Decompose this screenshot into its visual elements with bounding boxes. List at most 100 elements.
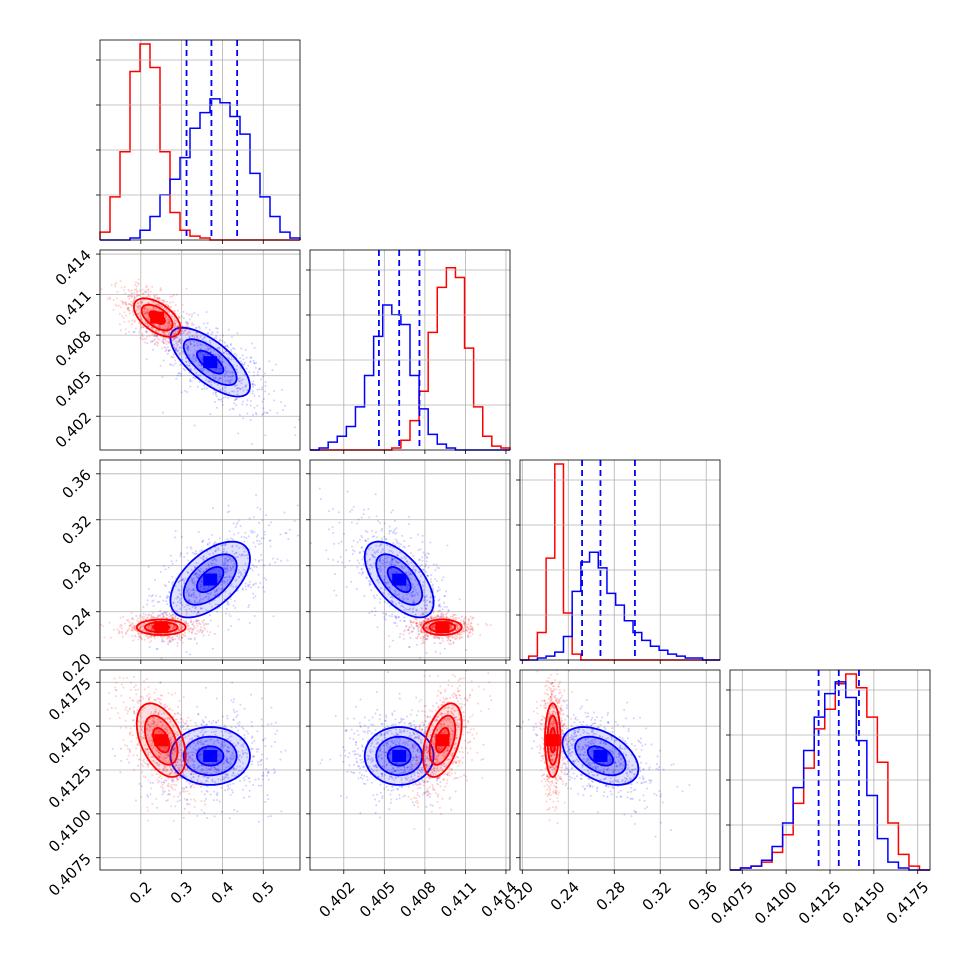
scatter-point [377,549,380,552]
scatter-point [182,724,185,727]
scatter-point [167,595,170,598]
scatter-point [441,616,444,619]
scatter-point [410,577,413,580]
scatter-point [216,353,219,356]
scatter-point [374,552,377,555]
panel-background [100,460,300,660]
scatter-point [433,635,436,638]
scatter-point [241,753,244,756]
scatter-point [143,291,146,294]
scatter-point [431,626,434,629]
scatter-point [227,380,230,383]
scatter-point [375,531,378,534]
scatter-point [391,613,394,616]
scatter-point [218,537,221,540]
scatter-point [456,636,459,639]
scatter-point [86,278,88,280]
scatter-point [235,354,238,357]
scatter-point [396,554,399,557]
scatter-point [427,627,430,630]
scatter-point [410,620,413,623]
scatter-point [139,626,142,629]
scatter-point [264,737,267,740]
scatter-point [224,564,227,567]
scatter-point [166,310,169,313]
scatter-point [430,580,433,583]
scatter-point [410,630,413,633]
scatter-point [243,363,246,366]
scatter-point [173,320,176,323]
scatter-point [439,615,442,618]
scatter-point [381,537,384,540]
scatter-point [448,635,451,638]
scatter-point [131,617,134,620]
scatter-point [168,629,171,632]
scatter-point [409,636,412,639]
scatter-point [226,582,229,585]
scatter-point [434,578,437,581]
scatter-point [233,399,236,402]
scatter-point [222,725,225,728]
scatter-point [210,561,213,564]
scatter-point [265,578,268,581]
scatter-point [415,622,418,625]
scatter-point [116,290,119,293]
scatter-point [172,364,175,367]
scatter-point [159,326,162,329]
scatter-point [471,627,474,630]
scatter-point [371,610,374,613]
scatter-point [412,594,415,597]
scatter-point [212,376,215,379]
scatter-point [188,336,191,339]
scatter-point [439,610,442,613]
scatter-point [250,586,253,589]
scatter-point [138,634,141,637]
scatter-point [280,559,283,562]
scatter-point [231,538,234,541]
scatter-point [181,790,184,793]
scatter-point [215,559,218,562]
scatter-point [126,308,129,311]
scatter-point [202,555,205,558]
scatter-point [425,625,428,628]
scatter-point [458,617,461,620]
scatter-point [214,391,217,394]
scatter-point [198,753,201,756]
scatter-point [237,571,240,574]
scatter-point [376,551,379,554]
scatter-point [451,636,454,639]
scatter-point [163,300,166,303]
scatter-point [138,312,141,315]
scatter-point [396,593,399,596]
scatter-point [214,377,217,380]
scatter-point [213,766,216,769]
scatter-point [268,563,271,566]
scatter-point [264,800,267,803]
scatter-point [224,568,227,571]
scatter-point [176,617,179,620]
scatter-point [442,576,445,579]
scatter-point [232,559,235,562]
scatter-point [147,293,150,296]
scatter-point [155,594,158,597]
scatter-point [231,681,234,684]
scatter-point [233,352,236,355]
scatter-point [151,623,154,626]
scatter-point [132,300,135,303]
scatter-point [189,601,192,604]
scatter-point [432,611,435,614]
scatter-point [206,630,209,633]
scatter-point [201,630,204,633]
scatter-point [228,817,231,820]
scatter-point [258,368,261,371]
scatter-point [187,353,190,356]
scatter-point [216,791,219,794]
scatter-point [365,577,368,580]
scatter-point [142,624,145,627]
scatter-point [179,626,182,629]
scatter-point [371,529,374,532]
scatter-point [269,545,272,548]
scatter-point [223,373,226,376]
scatter-point [191,623,194,626]
scatter-point [152,599,155,602]
